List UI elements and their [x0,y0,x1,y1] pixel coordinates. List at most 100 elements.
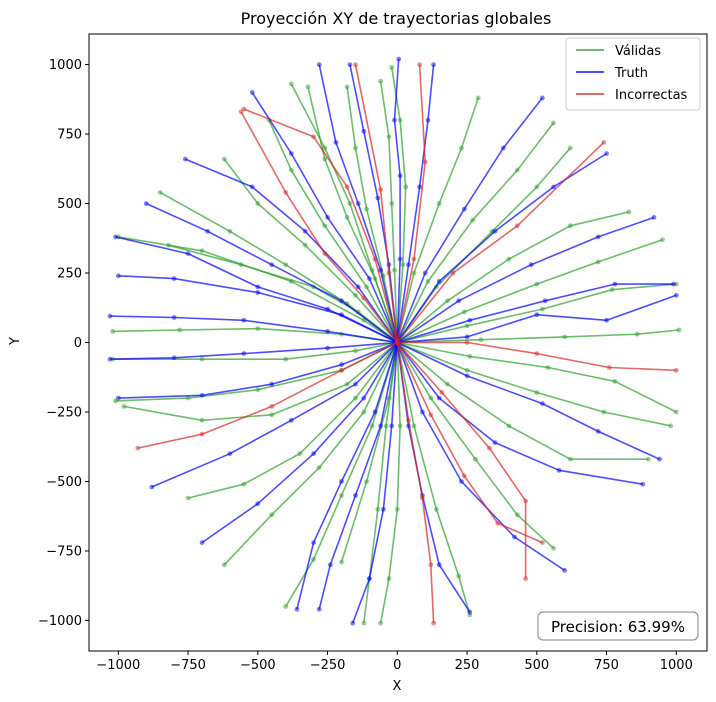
validas-point [283,604,289,609]
truth-point [350,620,356,626]
x-tick-label: −500 [240,658,276,673]
validas-point [297,451,303,457]
validas-point [288,81,294,87]
x-tick-label: −250 [310,658,346,673]
truth-point [255,284,261,290]
truth-point [378,423,383,429]
legend-label-truth: Truth [614,66,648,81]
incorrectas-trajectory [396,64,427,343]
truth-point [422,270,428,276]
incorrectas-point [439,390,445,395]
truth-point [353,381,358,387]
precision-annotation: Precision: 63.99% [537,611,699,641]
truth-point [595,429,601,434]
validas-point [609,287,615,293]
validas-point [436,201,442,206]
truth-point [431,62,436,67]
incorrectas-point [238,109,244,115]
validas-point [157,190,163,195]
validas-point [353,348,358,354]
truth-point [205,228,211,234]
incorrectas-point [411,256,417,262]
incorrectas-point [514,223,520,229]
validas-point [386,134,392,140]
truth-point [556,467,562,473]
x-tick-label: 750 [594,658,619,673]
validas-point [411,270,417,276]
y-tick-label: −500 [46,475,82,490]
validas-point [288,167,294,173]
truth-point [372,409,378,415]
validas-point [344,381,350,387]
truth-point [389,423,395,429]
validas-point [347,201,353,206]
validas-point [567,145,573,151]
truth-point [249,90,255,95]
validas-point [322,156,328,162]
truth-point [107,313,113,319]
validas-point [339,559,344,565]
validas-point [361,409,367,415]
y-tick-label: −750 [46,544,82,559]
y-tick-label: 0 [74,336,82,351]
truth-point [604,151,609,156]
incorrectas-point [601,140,607,145]
validas-point [534,390,540,395]
validas-point [428,395,434,401]
truth-point [171,355,177,361]
validas-point [386,576,392,582]
validas-point [660,237,665,243]
truth-point [467,317,473,323]
truth-point [171,276,177,281]
incorrectas-point [523,498,528,504]
validas-point [369,267,375,273]
x-tick-label: 500 [524,658,549,673]
incorrectas-point [322,251,328,256]
truth-point [199,392,205,398]
truth-point [316,62,322,67]
validas-point [461,309,467,315]
truth-point [459,479,464,484]
validas-point [545,365,551,370]
validas-point [185,395,191,401]
truth-point [311,540,316,545]
truth-point [339,298,344,304]
validas-point [255,326,261,331]
validas-point [459,145,464,151]
truth-point [436,279,442,284]
validas-point [255,201,261,206]
validas-point [467,354,473,359]
validas-point [177,327,183,333]
incorrectas-point [378,187,383,193]
x-tick-label: 250 [455,658,480,673]
truth-point [492,228,498,234]
validas-point [389,65,395,70]
y-tick-label: 750 [57,128,82,143]
incorrectas-point [372,256,378,262]
incorrectas-point [406,417,411,423]
truth-point [673,292,679,298]
truth-point [500,145,506,151]
legend-label-validas: Válidas [615,44,661,59]
validas-point [238,262,244,268]
incorrectas-point [673,367,679,373]
truth-point [227,451,233,457]
truth-point [325,345,330,351]
validas-point [185,495,191,501]
truth-point [534,312,540,318]
y-tick-label: −250 [46,405,82,420]
validas-point [383,423,389,429]
validas-point [269,412,275,418]
validas-point [353,395,358,401]
truth-point [143,201,149,206]
validas-point [567,223,573,229]
truth-point [325,329,330,334]
truth-point [562,568,568,573]
validas-point [221,562,227,568]
truth-point [182,156,188,162]
validas-point [668,423,674,429]
truth-point [185,251,191,256]
x-tick-label: 1000 [660,658,693,673]
validas-trajectory [340,342,399,563]
truth-point [551,184,556,190]
